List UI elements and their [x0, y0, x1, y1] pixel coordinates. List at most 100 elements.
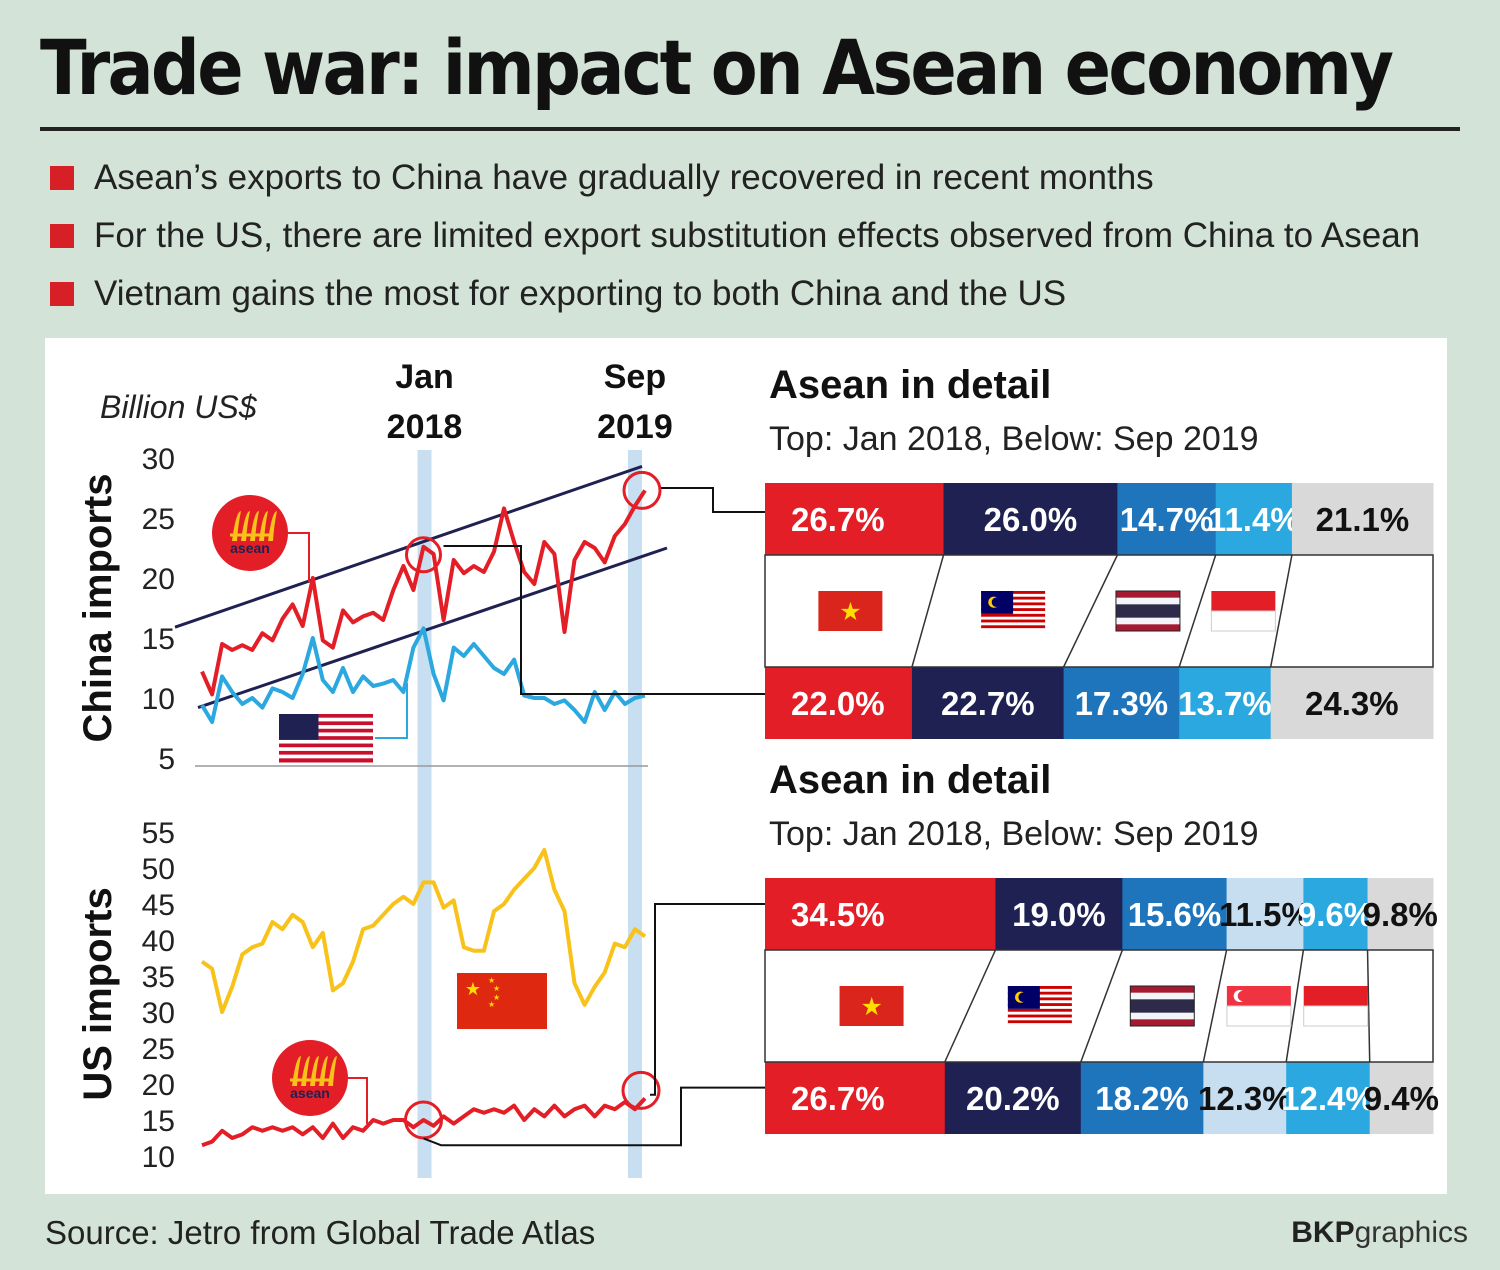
flag-stripe: [279, 732, 373, 737]
series-asean-line: [201, 1097, 647, 1148]
flag-stripe: [1115, 611, 1180, 619]
segment-divider: [1062, 554, 1119, 668]
thailand-flag-icon: [1115, 590, 1181, 632]
segment-value-label: 21.1%: [1316, 501, 1410, 538]
us-breakdown: Asean in detail Top: Jan 2018, Below: Sep…: [764, 758, 1439, 1134]
bar-segment: [944, 1062, 1082, 1134]
flag-stripe: [279, 736, 373, 741]
breakdown-title: Asean in detail: [769, 758, 1051, 802]
malaysia-flag-icon: [981, 591, 1046, 632]
flag-stripe: [1007, 991, 1072, 996]
y-tick-label: 25: [142, 503, 175, 536]
bar-segment: [1063, 667, 1180, 739]
flag-star: ★: [860, 994, 882, 1021]
flag-star: ★: [488, 1000, 495, 1009]
flag-stripe: [1007, 994, 1072, 998]
segment-value-label: 9.4%: [1364, 1080, 1439, 1117]
bar-segment: [1215, 483, 1293, 555]
flag-stripe: [279, 754, 373, 759]
flag-stripe: [1007, 1020, 1072, 1024]
segment-divider: [944, 949, 997, 1063]
source-note: Source: Jetro from Global Trade Atlas: [45, 1214, 596, 1251]
segment-divider: [911, 554, 945, 668]
breakdown-title: Asean in detail: [769, 363, 1051, 407]
bar-segment: [1226, 878, 1304, 950]
title-divider: [40, 127, 1460, 131]
flag-field: [457, 973, 547, 1029]
segment-value-label: 12.3%: [1198, 1080, 1292, 1117]
band-label-2018: 2018: [387, 408, 463, 446]
flag-stripe: [1007, 1000, 1072, 1004]
bullet-item: Vietnam gains the most for exporting to …: [50, 274, 1066, 314]
flag-stripe: [1115, 597, 1180, 605]
bar-segment: [1291, 483, 1434, 555]
flag-star: ★: [493, 984, 500, 993]
legend-pointer-us: [375, 683, 408, 739]
segment-divider: [1178, 554, 1217, 668]
flag-crescent-mask: [1237, 990, 1249, 1002]
flag-stripe: [279, 717, 373, 722]
vietnam-flag-icon: ★: [839, 986, 904, 1026]
segment-value-label: 11.4%: [1208, 501, 1300, 538]
y-tick-label: 5: [158, 743, 175, 776]
segment-value-label: 26.0%: [984, 501, 1078, 538]
flag-border: [1115, 590, 1181, 632]
bar-segment: [1270, 667, 1434, 739]
logo-circle: [212, 495, 288, 571]
bullet-item: Asean’s exports to China have gradually …: [50, 158, 1154, 198]
segment-value-label: 20.2%: [966, 1080, 1060, 1117]
flag-stripe: [981, 619, 1046, 623]
bar-segment: [765, 667, 913, 739]
bullet-square-icon: [50, 166, 74, 190]
flag-bottom: [1226, 1005, 1292, 1027]
segment-value-label: 13.7%: [1178, 685, 1272, 722]
indonesia-flag-icon: [1210, 591, 1276, 632]
flag-field: [839, 986, 904, 1026]
callout-circle-sep: [621, 1070, 661, 1110]
flag-crescent-mask: [1018, 992, 1029, 1002]
flag-stripe: [981, 616, 1046, 621]
bullet-text: For the US, there are limited export sub…: [94, 216, 1421, 255]
connector-line: [661, 487, 765, 513]
bar-segment: [1080, 1062, 1204, 1134]
flag-bottom: [1303, 1005, 1369, 1027]
flag-stripe: [1007, 1011, 1072, 1016]
y-tick-label: 15: [142, 1105, 175, 1138]
segment-divider: [1202, 949, 1228, 1063]
bar-segment: [1179, 667, 1272, 739]
flag-stripe: [1115, 624, 1180, 632]
flag-crescent-mask: [991, 597, 1002, 607]
flag-stripe: [1007, 1003, 1072, 1007]
page-title: Trade war: impact on Asean economy: [40, 23, 1394, 112]
bar-segment: [1117, 483, 1217, 555]
y-tick-label: 55: [142, 817, 175, 850]
flag-stripe: [279, 747, 373, 752]
y-axis-label: US imports: [76, 887, 120, 1100]
y-tick-label: 20: [142, 563, 175, 596]
flag-stripe: [981, 613, 1046, 618]
flag-top: [1303, 986, 1368, 1006]
bar-segment: [911, 667, 1065, 739]
connector-line: [650, 903, 765, 1096]
band-label-jan: Jan: [395, 358, 454, 396]
logo-circle: [272, 1040, 348, 1116]
bar-segment: [1286, 1062, 1371, 1134]
band-label-2019: 2019: [597, 408, 673, 446]
flag-star: ★: [465, 979, 481, 999]
flag-top: [1211, 591, 1276, 611]
flag-stripe: [279, 725, 373, 730]
breakdown-subtitle: Top: Jan 2018, Below: Sep 2019: [769, 420, 1259, 458]
flag-border: [1129, 985, 1195, 1027]
flag-stripe: [1007, 997, 1072, 1001]
series-us-line: [200, 626, 646, 724]
segment-value-label: 34.5%: [791, 896, 885, 933]
segment-value-label: 18.2%: [1095, 1080, 1189, 1117]
y-tick-label: 15: [142, 623, 175, 656]
flag-stripe: [279, 728, 373, 733]
rice-stalk: [328, 1056, 337, 1086]
flag-field: [818, 591, 883, 631]
vietnam-flag-icon: ★: [818, 591, 883, 631]
flag-canton: [279, 714, 319, 740]
segment-value-label: 26.7%: [791, 501, 885, 538]
china-flag-icon: ★ ★★★★: [457, 973, 547, 1029]
